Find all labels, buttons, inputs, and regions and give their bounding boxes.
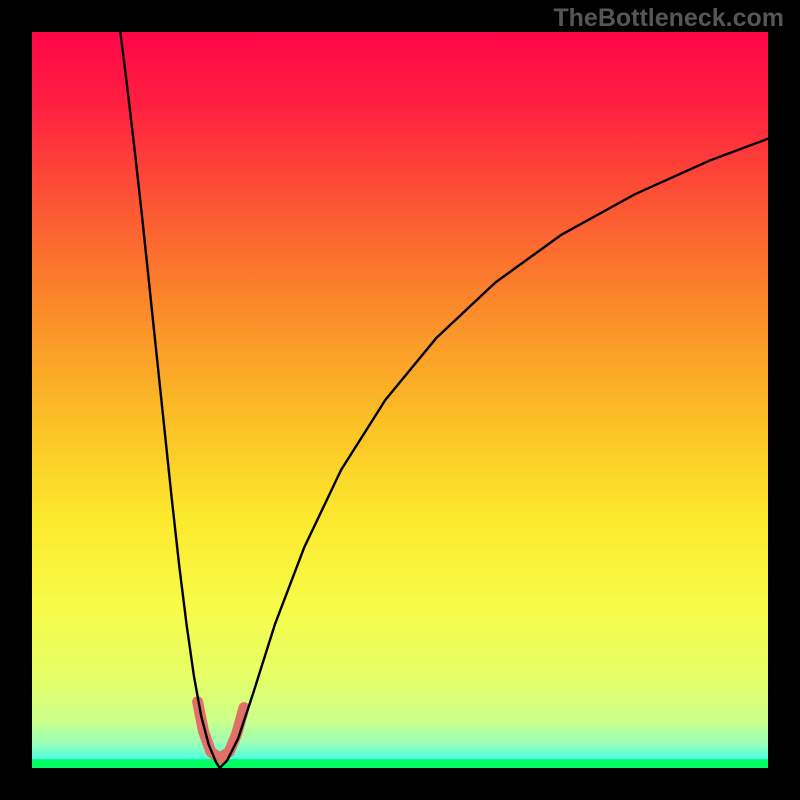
watermark-text: TheBottleneck.com (553, 4, 784, 33)
optimal-band (32, 759, 768, 768)
bottleneck-plot (32, 32, 768, 768)
chart-frame: TheBottleneck.com (0, 0, 800, 800)
gradient-background (32, 32, 768, 768)
